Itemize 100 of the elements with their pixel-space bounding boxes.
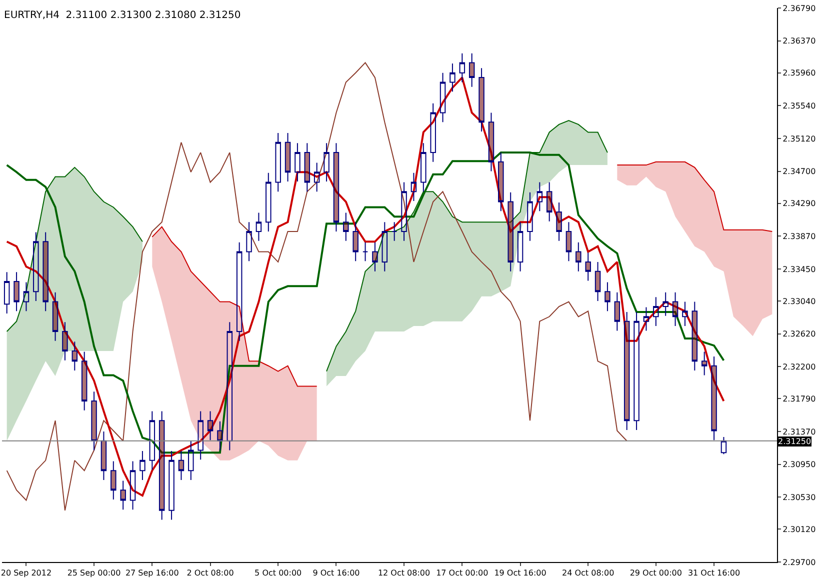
- candlestick: [362, 242, 368, 262]
- candlestick: [110, 460, 116, 500]
- y-tick-label: 2.29700: [782, 558, 816, 567]
- candlestick: [566, 222, 572, 262]
- y-tick-label: 2.35120: [782, 134, 816, 144]
- y-tick-label: 2.30950: [782, 460, 816, 470]
- candlestick: [4, 272, 10, 314]
- candlestick: [352, 222, 358, 262]
- y-tick-label: 2.34700: [782, 167, 816, 176]
- y-tick-label: 2.36790: [782, 4, 816, 13]
- candlestick: [149, 410, 156, 470]
- candlestick: [720, 436, 727, 455]
- x-tick-label: 17 Oct 00:00: [436, 568, 488, 578]
- candlestick: [198, 410, 204, 460]
- y-tick-label: 2.32620: [782, 330, 816, 339]
- candlestick: [604, 282, 610, 312]
- x-tick-label: 2 Oct 08:00: [186, 568, 234, 578]
- candlestick: [14, 272, 20, 312]
- y-tick-label: 2.36370: [782, 36, 816, 46]
- candlestick: [420, 142, 426, 192]
- candlestick: [33, 232, 39, 302]
- candlestick: [246, 222, 252, 262]
- candlestick: [343, 212, 349, 242]
- candlestick: [42, 232, 48, 312]
- candlestick: [546, 182, 552, 222]
- candlestick: [488, 112, 494, 172]
- candlestick: [430, 102, 436, 162]
- candlestick: [701, 351, 708, 376]
- y-tick-label: 2.35540: [782, 101, 816, 110]
- candlestick: [52, 292, 58, 342]
- x-tick-label: 5 Oct 00:00: [254, 568, 302, 578]
- candlestick: [468, 52, 475, 88]
- x-tick-label: 24 Oct 08:00: [562, 568, 614, 578]
- candlestick: [266, 172, 272, 232]
- candlestick: [614, 292, 620, 332]
- ref-line-label: 2.31250: [778, 437, 812, 446]
- candlestick: [594, 261, 601, 302]
- candlestick: [23, 282, 30, 312]
- candlestick: [556, 202, 562, 242]
- x-tick-label: 31 Oct 16:00: [688, 568, 740, 578]
- candlestick: [498, 152, 504, 212]
- candlestick: [459, 52, 466, 83]
- candlestick: [217, 420, 223, 451]
- candlestick: [140, 450, 146, 480]
- candlestick: [207, 410, 214, 441]
- candlestick: [653, 296, 659, 327]
- y-tick-label: 2.33040: [782, 296, 816, 306]
- candlestick: [226, 322, 233, 451]
- x-tick-label: 19 Oct 16:00: [494, 568, 546, 578]
- candlestick: [372, 242, 378, 272]
- x-tick-label: 20 Sep 2012: [0, 568, 52, 578]
- candlestick: [478, 68, 484, 132]
- candlestick: [62, 322, 68, 361]
- candlestick: [672, 292, 678, 327]
- x-tick-label: 29 Oct 00:00: [630, 568, 682, 578]
- candlestick: [236, 242, 242, 342]
- x-tick-label: 25 Sep 00:00: [67, 568, 121, 578]
- candlestick: [91, 391, 97, 451]
- y-tick-label: 2.33870: [782, 232, 816, 241]
- candlestick: [294, 142, 300, 182]
- candlestick: [401, 182, 407, 242]
- candlestick: [178, 450, 184, 480]
- candlestick: [517, 222, 524, 272]
- candlestick: [585, 252, 591, 282]
- candlestick: [643, 306, 650, 332]
- candlestick: [410, 172, 417, 202]
- candlestick: [100, 431, 107, 480]
- candlestick: [692, 301, 698, 372]
- candlestick: [284, 132, 291, 182]
- x-tick-label: 27 Sep 16:00: [125, 568, 179, 578]
- candlestick: [314, 162, 320, 192]
- x-tick-label: 9 Oct 16:00: [312, 568, 360, 578]
- candlestick: [275, 132, 281, 192]
- y-tick-label: 2.31370: [782, 427, 816, 436]
- candlestick: [324, 142, 330, 182]
- candlestick: [527, 192, 533, 242]
- candlestick: [450, 62, 456, 92]
- candlestick: [304, 142, 310, 192]
- candlestick: [120, 480, 126, 510]
- candlestick: [682, 301, 688, 327]
- candlestick: [662, 292, 668, 316]
- y-tick-label: 2.31790: [782, 394, 816, 404]
- y-tick-label: 2.30120: [782, 524, 816, 534]
- line-series: [6, 76, 725, 497]
- y-tick-label: 2.32200: [782, 362, 816, 372]
- candlestick: [130, 460, 136, 510]
- candlestick: [168, 450, 174, 520]
- candlestick: [440, 72, 446, 123]
- candlestick: [634, 311, 640, 430]
- candlestick: [158, 410, 165, 520]
- candlestick: [536, 182, 543, 212]
- y-tick-label: 2.30530: [782, 492, 816, 502]
- candlestick: [382, 222, 388, 272]
- y-tick-label: 2.34290: [782, 199, 816, 208]
- candlestick: [711, 356, 717, 441]
- candlestick: [256, 212, 262, 242]
- candlestick: [624, 311, 630, 430]
- chart-title: EURTRY,H4 2.31100 2.31300 2.31080 2.31250: [4, 10, 241, 21]
- x-tick-label: 12 Oct 08:00: [378, 568, 430, 578]
- candlestick: [576, 242, 582, 272]
